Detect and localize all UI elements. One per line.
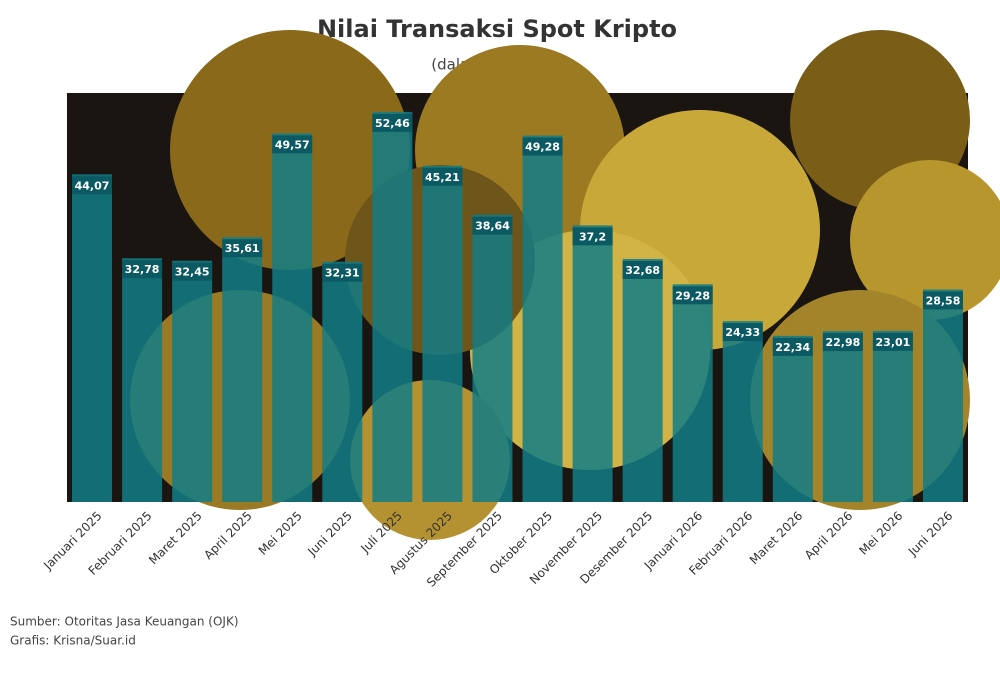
- bar: [222, 237, 263, 502]
- bar: [272, 133, 313, 502]
- value-label: 49,57: [275, 138, 310, 151]
- value-label: 32,31: [325, 267, 360, 280]
- value-label: 22,34: [775, 341, 810, 354]
- value-label-box: [472, 216, 513, 235]
- value-label-box: [722, 323, 763, 342]
- x-tick-label: Maret 2025: [146, 509, 205, 568]
- value-label-box: [72, 176, 113, 195]
- x-tick-label: Juni 2026: [905, 509, 956, 560]
- value-label-box: [772, 337, 813, 356]
- bar: [572, 225, 613, 502]
- bar: [622, 258, 663, 502]
- value-label-box: [322, 263, 363, 282]
- value-label-box: [822, 333, 863, 352]
- bar: [822, 331, 863, 502]
- value-label: 24,33: [725, 326, 760, 339]
- value-label: 32,68: [625, 264, 660, 277]
- bar: [172, 260, 213, 502]
- value-label-box: [672, 286, 713, 305]
- value-label: 49,28: [525, 141, 560, 154]
- x-tick-label: Mei 2026: [856, 509, 905, 558]
- value-label-box: [172, 262, 213, 281]
- credit-note: Grafis: Krisna/Suar.id: [10, 634, 136, 648]
- value-label: 52,46: [375, 117, 410, 130]
- value-label-box: [372, 113, 413, 132]
- value-label-box: [122, 260, 163, 279]
- value-label-box: [572, 227, 613, 246]
- value-label: 29,28: [675, 289, 710, 302]
- bar: [872, 330, 913, 502]
- bar: [472, 214, 513, 502]
- bar: [722, 321, 763, 502]
- x-tick-label: Juni 2025: [304, 509, 355, 560]
- value-label-box: [622, 260, 663, 279]
- bar: [372, 111, 413, 502]
- value-label-box: [422, 167, 463, 186]
- value-label: 32,45: [175, 266, 210, 279]
- bar: [72, 174, 113, 502]
- value-label-box: [522, 137, 563, 156]
- value-label-box: [222, 239, 263, 258]
- value-label: 35,61: [225, 242, 260, 255]
- x-tick-label: Mei 2025: [256, 509, 305, 558]
- value-label: 44,07: [75, 179, 110, 192]
- source-note: Sumber: Otoritas Jasa Keuangan (OJK): [10, 615, 239, 629]
- x-tick-label: April 2025: [201, 509, 255, 563]
- bar: [322, 261, 363, 502]
- value-label: 45,21: [425, 171, 460, 184]
- value-label: 38,64: [475, 220, 510, 233]
- value-label-box: [872, 332, 913, 351]
- bar: [522, 135, 563, 502]
- bar: [672, 284, 713, 502]
- chart-title: Nilai Transaksi Spot Kripto: [317, 15, 677, 43]
- bar: [122, 258, 163, 502]
- value-label: 37,2: [579, 230, 606, 243]
- bar: [922, 289, 963, 502]
- x-tick-label: Maret 2026: [747, 509, 806, 568]
- value-label: 23,01: [876, 336, 911, 349]
- value-label: 32,78: [125, 263, 160, 276]
- value-label-box: [272, 135, 313, 154]
- value-label: 28,58: [926, 294, 961, 307]
- bar: [422, 165, 463, 502]
- value-label: 22,98: [825, 336, 860, 349]
- bar: [772, 335, 813, 502]
- x-tick-label: April 2026: [802, 509, 856, 563]
- value-label-box: [922, 291, 963, 310]
